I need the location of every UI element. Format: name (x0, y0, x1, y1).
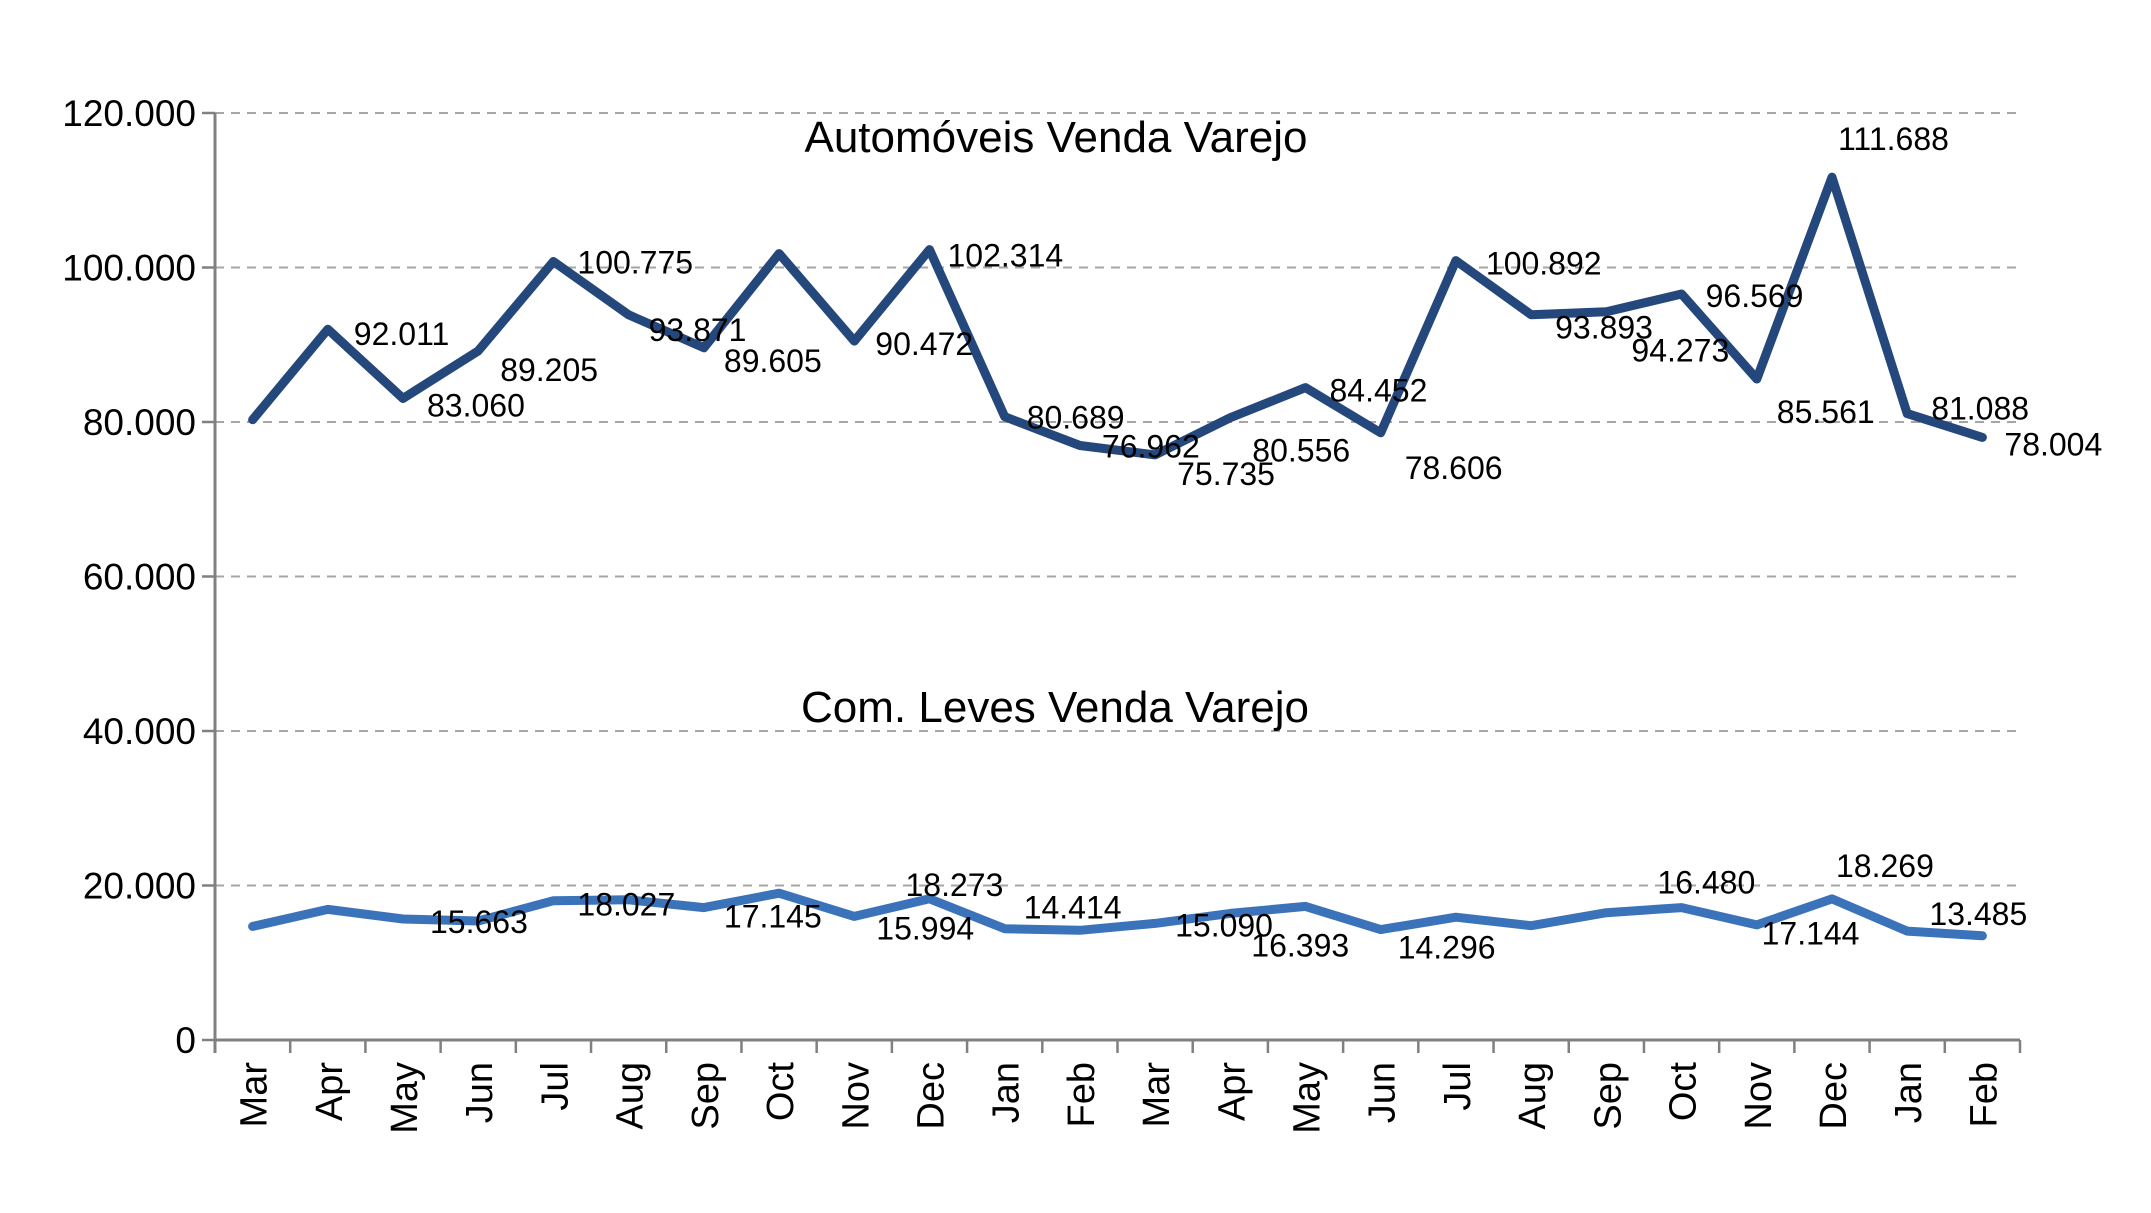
y-tick-label: 80.000 (83, 402, 196, 443)
data-label: 18.027 (577, 887, 675, 923)
data-label: 100.892 (1486, 246, 1602, 282)
data-label: 85.561 (1777, 394, 1875, 430)
data-label: 96.569 (1706, 278, 1804, 314)
month-label: Jul (1437, 1062, 1479, 1111)
month-label: Oct (1663, 1062, 1705, 1122)
data-label: 17.145 (724, 899, 822, 935)
data-label: 83.060 (427, 387, 525, 423)
data-label: 78.606 (1405, 450, 1503, 486)
month-label: Jan (1888, 1062, 1930, 1123)
month-label: Feb (1061, 1062, 1103, 1127)
month-label: Apr (309, 1062, 351, 1121)
series-line-automoveis (248, 172, 1987, 460)
month-label: Dec (910, 1062, 952, 1130)
y-tick-label: 20.000 (83, 866, 196, 907)
data-label: 81.088 (1931, 391, 2029, 427)
data-label: 78.004 (2004, 426, 2102, 462)
data-label: 17.144 (1762, 916, 1860, 952)
month-label: Aug (610, 1062, 652, 1130)
y-tick-label: 0 (175, 1020, 196, 1061)
data-label: 14.414 (1024, 890, 1122, 926)
data-label: 18.273 (906, 867, 1004, 903)
month-label: May (384, 1062, 426, 1134)
data-label: 75.735 (1177, 456, 1275, 492)
data-label: 90.472 (875, 326, 973, 362)
data-label: 84.452 (1330, 373, 1428, 409)
month-label: Jul (534, 1062, 576, 1111)
month-label: Aug (1512, 1062, 1554, 1130)
data-label: 16.480 (1657, 865, 1755, 901)
y-tick-label: 100.000 (62, 248, 196, 289)
y-tick-label: 40.000 (83, 711, 196, 752)
data-label: 18.269 (1836, 848, 1934, 884)
month-label: Jun (1362, 1062, 1404, 1123)
data-label: 80.556 (1252, 433, 1350, 469)
data-label: 94.273 (1631, 333, 1729, 369)
y-tick-label: 120.000 (62, 93, 196, 134)
data-label: 92.011 (354, 316, 450, 352)
data-label: 89.605 (724, 343, 822, 379)
data-label: 102.314 (948, 238, 1064, 274)
data-label: 16.393 (1251, 927, 1349, 963)
month-label: Jun (459, 1062, 501, 1123)
data-label: 89.205 (500, 352, 598, 388)
month-label: Dec (1813, 1062, 1855, 1130)
month-label: Apr (1211, 1062, 1253, 1121)
series-title-com-leves: Com. Leves Venda Varejo (801, 683, 1309, 732)
month-label: Oct (760, 1062, 802, 1122)
month-label: May (1287, 1062, 1329, 1134)
y-tick-label: 60.000 (83, 557, 196, 598)
data-label: 13.485 (1929, 896, 2027, 932)
data-label: 15.090 (1175, 907, 1273, 943)
data-label: 100.775 (577, 245, 693, 281)
month-label: Sep (1587, 1062, 1629, 1130)
series-title-automoveis: Automóveis Venda Varejo (804, 113, 1307, 162)
series-line-com-leves (248, 888, 1987, 941)
data-label: 111.688 (1838, 121, 1949, 157)
data-label: 80.689 (1027, 400, 1125, 436)
month-label: Feb (1963, 1062, 2005, 1127)
data-label: 14.296 (1398, 930, 1496, 966)
data-label: 15.663 (430, 904, 528, 940)
month-label: Nov (1738, 1062, 1780, 1130)
month-label: Nov (835, 1062, 877, 1130)
data-label: 93.893 (1555, 310, 1653, 346)
data-label: 76.962 (1102, 429, 1200, 465)
data-label: 15.994 (876, 910, 974, 946)
month-label: Sep (685, 1062, 727, 1130)
data-label: 93.871 (649, 312, 747, 348)
month-label: Jan (986, 1062, 1028, 1123)
month-label: Mar (234, 1062, 276, 1128)
month-label: Mar (1136, 1062, 1178, 1128)
